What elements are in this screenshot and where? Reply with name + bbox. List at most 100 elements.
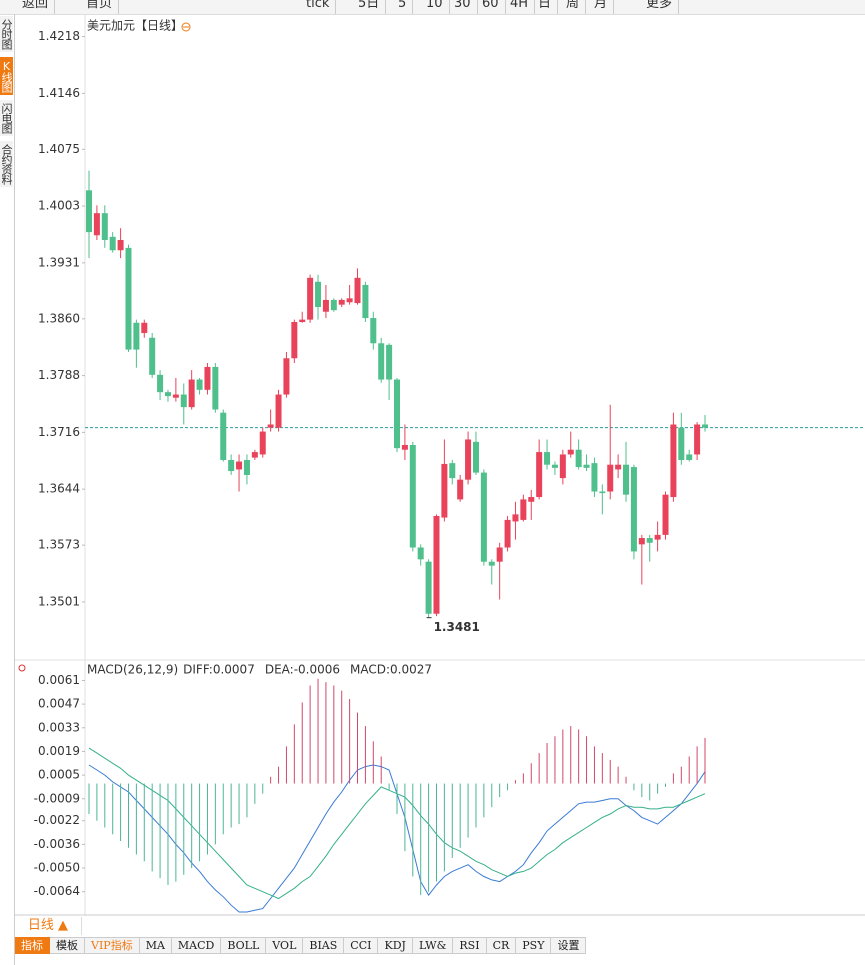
- candle-body: [346, 298, 353, 303]
- indicator-line: [88, 747, 706, 900]
- indicator-tab[interactable]: PSY: [516, 937, 552, 954]
- indicator-tab[interactable]: BOLL: [221, 937, 267, 954]
- candle-body: [488, 561, 495, 566]
- y-tick-label: -0.0009: [34, 791, 80, 805]
- toolbar-button[interactable]: 月: [588, 0, 615, 14]
- candle-body: [220, 412, 227, 460]
- candle-body: [204, 366, 211, 390]
- candle-body: [196, 379, 203, 390]
- candle-body: [164, 392, 171, 397]
- candle-body: [117, 239, 124, 251]
- candle-body: [425, 561, 432, 614]
- toolbar-button[interactable]: 5日: [352, 0, 387, 14]
- y-tick-label: 1.4146: [38, 86, 80, 100]
- candle-body: [157, 374, 164, 393]
- candle-body: [504, 519, 511, 548]
- indicator-tab[interactable]: CCI: [344, 937, 379, 954]
- candle-body: [520, 499, 527, 520]
- y-tick-label: 1.4218: [38, 29, 80, 43]
- candle-body: [307, 277, 314, 320]
- candle-body: [228, 459, 235, 472]
- candle-body: [109, 236, 116, 251]
- candle-body: [433, 515, 440, 614]
- indicator-tab[interactable]: MACD: [171, 937, 222, 954]
- candle-body: [559, 454, 566, 479]
- candle-body: [551, 464, 558, 468]
- candle-body: [496, 547, 503, 562]
- indicator-tab[interactable]: LW&: [412, 937, 454, 954]
- candle-body: [417, 547, 424, 560]
- sidebar-tab[interactable]: 合约资料: [0, 141, 13, 187]
- candle-body: [694, 424, 701, 455]
- candle-body: [646, 538, 653, 543]
- candle-body: [638, 538, 645, 545]
- sidebar-tab[interactable]: 分时图: [0, 16, 13, 52]
- toolbar-button[interactable]: 首页: [80, 0, 120, 14]
- indicator-tab[interactable]: MA: [139, 937, 172, 954]
- candle-body: [472, 441, 479, 473]
- toolbar-button[interactable]: 5: [392, 0, 414, 14]
- y-tick-label: 0.0019: [38, 744, 80, 758]
- candle-body: [149, 337, 156, 375]
- candle-body: [354, 277, 361, 304]
- toolbar-button[interactable]: 4H: [504, 0, 536, 14]
- candle-body: [322, 299, 329, 312]
- candle-body: [125, 247, 132, 350]
- candle-body: [512, 514, 519, 522]
- candle-body: [465, 439, 472, 480]
- y-tick-label: 1.3501: [38, 594, 80, 608]
- candle-body: [133, 322, 140, 350]
- toolbar-button[interactable]: 10: [420, 0, 450, 14]
- candle-body: [441, 463, 448, 518]
- indicator-tab[interactable]: 模板: [50, 937, 85, 954]
- sidebar-tab[interactable]: K线图: [0, 57, 13, 95]
- candle-body: [536, 452, 543, 498]
- candle-body: [236, 461, 243, 470]
- candle-body: [480, 472, 487, 562]
- sidebar-tab[interactable]: 闪电图: [0, 100, 13, 136]
- toolbar-button[interactable]: 返回: [16, 0, 56, 14]
- y-tick-label: 1.3860: [38, 311, 80, 325]
- candle-body: [575, 449, 582, 468]
- y-tick-label: -0.0050: [34, 861, 80, 875]
- toolbar-button[interactable]: 30: [448, 0, 478, 14]
- candle-body: [188, 379, 195, 408]
- indicator-tab[interactable]: 设置: [551, 937, 587, 954]
- candle-body: [378, 343, 385, 380]
- indicator-tab[interactable]: KDJ: [378, 937, 413, 954]
- candle-body: [630, 467, 637, 552]
- candle-body: [141, 322, 148, 334]
- indicator-tab[interactable]: VIP指标: [85, 937, 140, 954]
- toolbar-button[interactable]: 周: [560, 0, 587, 14]
- toolbar-button[interactable]: tick: [300, 0, 337, 14]
- candle-body: [623, 464, 630, 495]
- divider: [14, 14, 15, 965]
- legend-entry: DIFF:0.0007: [183, 663, 255, 677]
- y-tick-label: 1.3716: [38, 425, 80, 439]
- indicator-tabs: 指标 模板 VIP指标 MA MACD BOLL VOL BIAS CCI KDJ LW& RSI CR…: [15, 937, 587, 954]
- period-selector[interactable]: 日线 ▲: [15, 917, 82, 935]
- toolbar-button[interactable]: 60: [476, 0, 506, 14]
- indicator-tab[interactable]: CR: [486, 937, 517, 954]
- chart-period: 【日线】: [135, 19, 183, 33]
- legend-entry: DEA:-0.0006: [265, 663, 340, 677]
- candle-body: [101, 213, 108, 240]
- toolbar-button[interactable]: 更多: [640, 0, 680, 14]
- candle-body: [394, 379, 400, 449]
- candle-body: [180, 394, 187, 408]
- y-tick-label: -0.0022: [34, 813, 80, 827]
- candle-body: [702, 424, 708, 428]
- indicator-tab[interactable]: RSI: [453, 937, 487, 954]
- indicator-title: MACD(26,12,9): [87, 663, 178, 677]
- indicator-tab[interactable]: 指标: [15, 937, 50, 954]
- candle-body: [401, 444, 408, 450]
- candle-body: [243, 459, 250, 475]
- candle-body: [267, 424, 274, 428]
- candle-body: [615, 464, 622, 470]
- toolbar-button[interactable]: 日: [532, 0, 559, 14]
- candle-body: [86, 190, 92, 233]
- settings-icon[interactable]: [18, 664, 26, 672]
- y-tick-label: 0.0005: [38, 768, 80, 782]
- indicator-tab[interactable]: BIAS: [303, 937, 345, 954]
- indicator-tab[interactable]: VOL: [266, 937, 304, 954]
